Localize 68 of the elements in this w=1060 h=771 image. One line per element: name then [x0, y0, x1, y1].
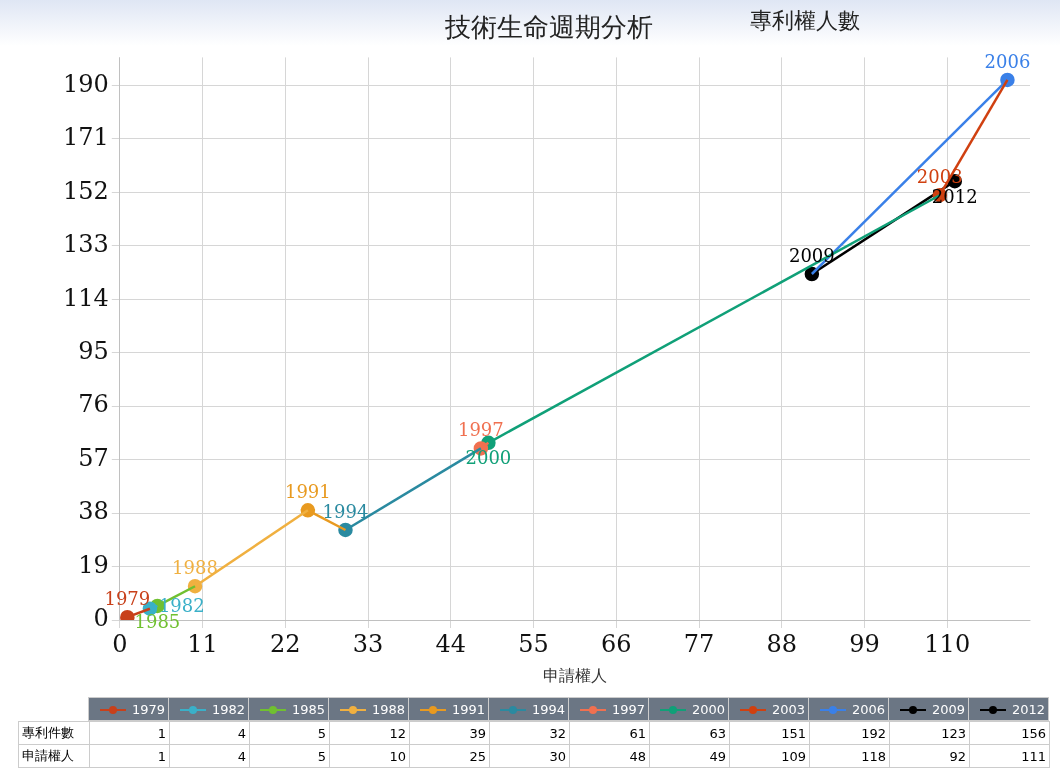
legend-label: 1994 — [488, 697, 569, 721]
text: 1988 — [172, 556, 218, 578]
legend-label: 2006 — [808, 697, 889, 721]
text: 5 — [249, 721, 330, 745]
text: 92 — [889, 744, 970, 768]
x-tick-label: 0 — [112, 629, 128, 658]
text: 1 — [89, 721, 170, 745]
legend-label: 1985 — [248, 697, 329, 721]
text: 2006 — [984, 50, 1031, 72]
legend-label: 2012 — [968, 697, 1049, 721]
x-tick-label: 22 — [270, 629, 301, 658]
y-tick-label: 38 — [78, 497, 109, 526]
x-tick-label: 99 — [849, 629, 880, 658]
text: 32 — [489, 721, 570, 745]
text: 1 — [89, 744, 170, 768]
y-tick-label: 171 — [63, 123, 109, 152]
y-tick-label: 76 — [78, 390, 109, 419]
legend-label: 1979 — [88, 697, 169, 721]
legend-label: 1988 — [328, 697, 409, 721]
text: 123 — [889, 721, 970, 745]
text: 10 — [329, 744, 410, 768]
y-tick-label: 133 — [63, 230, 109, 259]
text: 48 — [569, 744, 650, 768]
x-tick-label: 66 — [601, 629, 632, 658]
y-tick-label: 114 — [63, 283, 109, 312]
y-tick-label: 19 — [78, 550, 109, 579]
text: 1997 — [457, 419, 504, 441]
text: 39 — [409, 721, 490, 745]
x-tick-label: 77 — [683, 629, 715, 658]
x-tick-label: 110 — [924, 629, 971, 658]
text: 156 — [969, 721, 1050, 745]
legend-label: 2009 — [888, 697, 969, 721]
text: 12 — [329, 721, 410, 745]
text: 2000 — [465, 447, 512, 469]
text: 1994 — [322, 500, 369, 522]
chart-title: 技術生命週期分析 — [445, 11, 653, 44]
text: 5 — [249, 744, 330, 768]
x-tick-label: 88 — [766, 629, 798, 658]
text: 63 — [649, 721, 730, 745]
chart-subtitle: 專利權人數 — [750, 7, 860, 35]
text: 申請權人 — [18, 744, 90, 768]
y-tick-label: 152 — [63, 176, 109, 205]
text: 49 — [649, 744, 730, 768]
x-axis-title: 申請權人 — [542, 666, 607, 684]
text: 4 — [169, 744, 250, 768]
text: 專利件數 — [18, 721, 90, 745]
y-tick-label: 57 — [78, 443, 109, 472]
text: 109 — [729, 744, 810, 768]
text: 25 — [409, 744, 490, 768]
x-tick-label: 55 — [518, 629, 549, 658]
x-tick-label: 11 — [187, 629, 218, 658]
text: 151 — [729, 721, 810, 745]
y-tick-label: 190 — [63, 69, 109, 98]
text: 118 — [809, 744, 890, 768]
legend-label: 1991 — [408, 697, 489, 721]
text: 1991 — [284, 480, 331, 502]
y-tick-label: 95 — [78, 337, 109, 365]
legend-label: 2000 — [648, 697, 729, 721]
legend-label: 1997 — [568, 697, 649, 721]
text: 30 — [489, 744, 570, 768]
text: 61 — [569, 721, 650, 745]
legend-label: 2003 — [728, 697, 809, 721]
text: 111 — [969, 744, 1050, 768]
legend-label: 1982 — [168, 697, 249, 721]
x-tick-label: 44 — [435, 629, 467, 658]
text: 4 — [169, 721, 250, 745]
x-tick-label: 33 — [352, 629, 384, 658]
text: 192 — [809, 721, 890, 745]
